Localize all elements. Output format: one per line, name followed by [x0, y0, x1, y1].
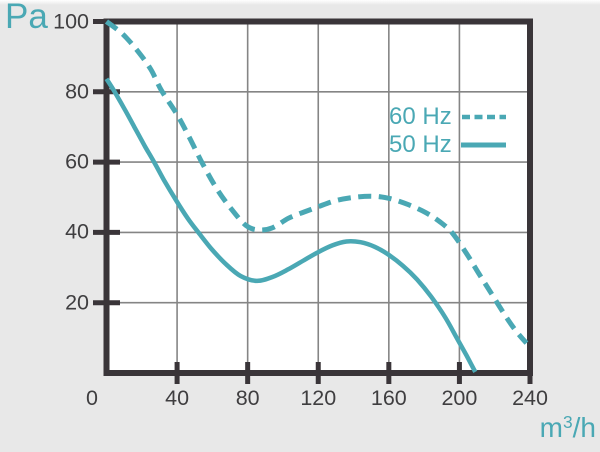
- pressure-curves: [104, 19, 529, 373]
- x-tick-label: 240: [512, 386, 548, 410]
- y-axis-unit-label: Pa: [5, 0, 48, 36]
- x-unit-prefix: m: [539, 412, 563, 443]
- curve-50-hz: [104, 77, 478, 373]
- x-tick-label: 40: [165, 386, 190, 410]
- grid-lines: [106, 21, 530, 373]
- x-axis-unit-label: m3/h: [540, 412, 596, 444]
- x-tick-label: 0: [86, 386, 98, 410]
- y-tick-label: 20: [65, 290, 89, 315]
- y-tick-label: 80: [65, 79, 89, 104]
- x-unit-exponent: 3: [562, 412, 573, 433]
- y-tick-label: 40: [65, 219, 89, 244]
- x-tick-label: 160: [370, 386, 407, 410]
- legend-line-samples: [461, 114, 506, 148]
- legend-entry-50hz: 50 Hz: [389, 131, 452, 158]
- legend-entry-60hz: 60 Hz: [389, 103, 452, 130]
- x-tick-label: 80: [235, 386, 260, 410]
- y-tick-label: 60: [65, 149, 89, 174]
- x-unit-suffix: /h: [572, 412, 596, 443]
- top-edge-highlight: [0, 0, 600, 5]
- x-tick-label: 200: [441, 386, 478, 410]
- x-tick-label: 120: [300, 386, 337, 410]
- curve-60-hz: [104, 19, 529, 345]
- axes-frame: [103, 18, 533, 376]
- y-tick-label: 100: [53, 9, 89, 33]
- plot-border: [103, 18, 533, 376]
